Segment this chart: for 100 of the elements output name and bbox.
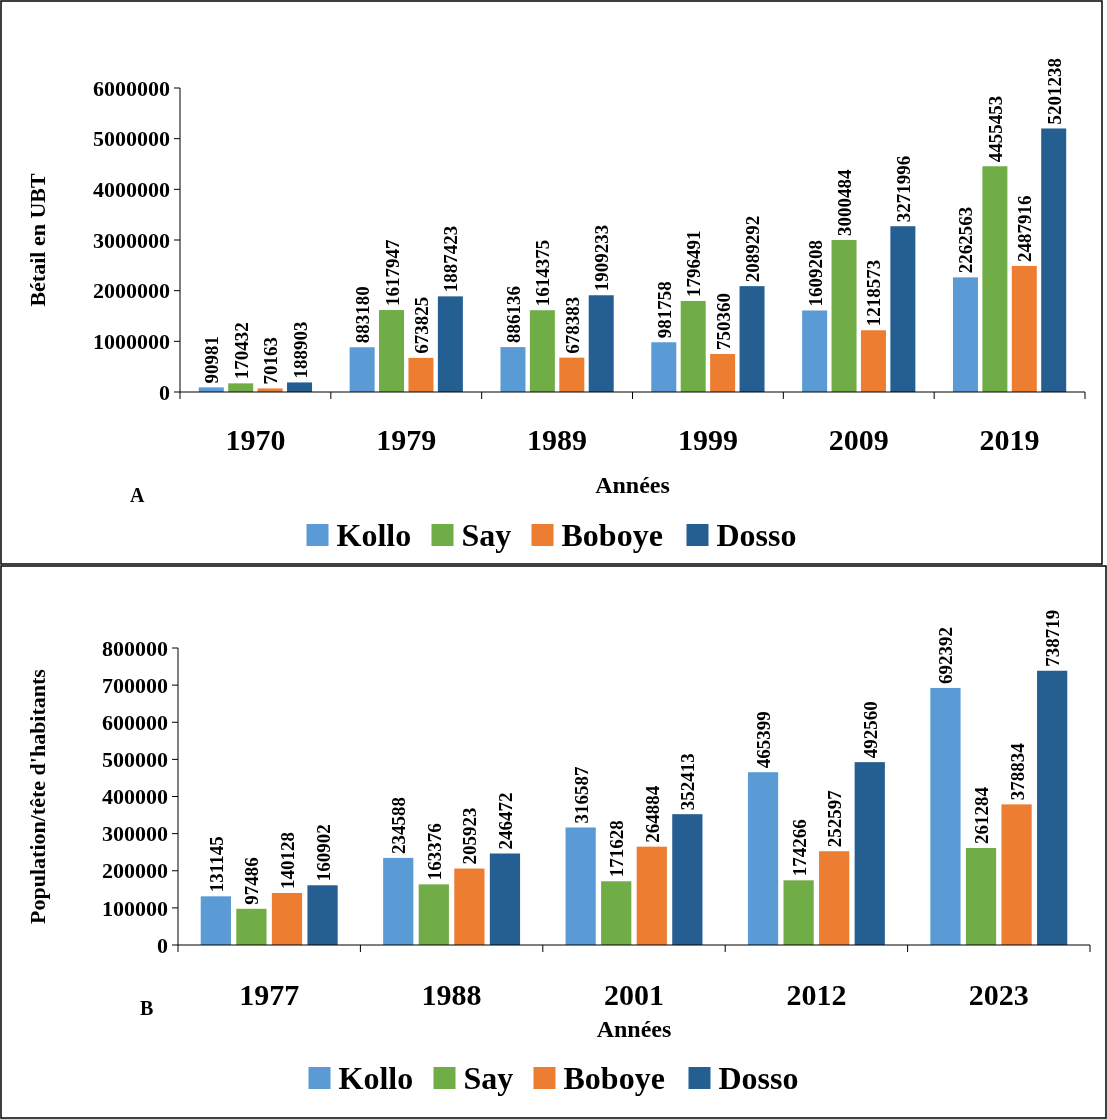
data-label: 1796491 — [683, 230, 705, 297]
bar — [854, 762, 885, 945]
bar — [860, 330, 886, 392]
y-tick-label: 100000 — [102, 895, 168, 921]
y-tick-label: 1000000 — [93, 329, 170, 355]
y-tick-label: 800000 — [102, 635, 168, 661]
x-tick-label: 1979 — [376, 423, 437, 456]
x-tick-label: 2019 — [979, 423, 1040, 456]
y-tick-label: 2000000 — [93, 278, 170, 304]
data-label: 1614375 — [532, 239, 554, 307]
data-label: 2089292 — [742, 215, 764, 283]
y-tick-label: 200000 — [102, 858, 168, 884]
data-label: 750360 — [712, 292, 734, 350]
x-tick-label: 2009 — [828, 423, 889, 456]
bar — [349, 347, 375, 392]
data-label: 174266 — [788, 819, 810, 877]
x-tick-label: 2023 — [968, 978, 1029, 1011]
x-axis-title: Années — [596, 1016, 672, 1042]
data-label: 1609208 — [804, 239, 826, 307]
bar — [228, 383, 254, 392]
legend-label: Kollo — [338, 1060, 414, 1097]
data-label: 886136 — [502, 286, 524, 344]
legend-label: Dosso — [716, 517, 797, 554]
data-label: 492560 — [859, 701, 881, 759]
bar — [952, 277, 978, 392]
bar — [565, 827, 596, 945]
bar — [1001, 804, 1032, 945]
text: B — [140, 997, 154, 1019]
bar — [710, 353, 736, 392]
data-label: 883180 — [352, 286, 374, 344]
data-label: 1909233 — [591, 224, 613, 292]
bar — [200, 896, 231, 945]
x-tick-label: 1999 — [677, 423, 738, 456]
data-label: 70163 — [260, 336, 282, 385]
legend-label: Dosso — [718, 1060, 799, 1097]
data-label: 981758 — [653, 281, 675, 339]
legend-label: Kollo — [336, 517, 412, 554]
bar — [930, 687, 961, 945]
bar — [287, 382, 313, 392]
bar — [890, 226, 916, 392]
data-label: 264884 — [641, 785, 663, 843]
x-tick-label: 1970 — [225, 423, 286, 456]
y-tick-label: 300000 — [102, 821, 168, 847]
bar — [383, 857, 414, 945]
data-label: 171628 — [606, 820, 628, 878]
y-tick-label: 400000 — [102, 784, 168, 810]
data-label: 378834 — [1006, 742, 1028, 801]
data-label: 1218573 — [863, 259, 885, 327]
data-label: 246472 — [494, 792, 516, 850]
data-label: 678383 — [561, 296, 583, 354]
bar — [636, 846, 667, 945]
y-tick-label: 4000000 — [93, 177, 170, 203]
data-label: 3000484 — [834, 168, 856, 236]
bar — [454, 868, 485, 945]
y-axis-title: Population/tête d'habitants — [25, 668, 50, 924]
bar — [747, 772, 779, 945]
bar — [1041, 128, 1067, 392]
bar — [588, 295, 614, 392]
x-tick-label: 2001 — [604, 978, 664, 1011]
bar — [601, 881, 632, 945]
data-label: 1887423 — [440, 225, 462, 293]
bar — [1037, 670, 1068, 945]
bar — [307, 885, 338, 945]
data-label: 252597 — [824, 789, 846, 848]
data-label: 205923 — [459, 807, 481, 865]
bar — [680, 300, 706, 392]
bar — [236, 908, 267, 945]
bar — [271, 892, 303, 945]
text: A — [130, 484, 145, 506]
data-label: 2487916 — [1014, 195, 1036, 262]
y-tick-label: 500000 — [102, 747, 168, 773]
y-tick-label: 0 — [157, 932, 168, 958]
y-axis-title: Bétail en UBT — [25, 173, 50, 307]
bar — [819, 851, 850, 945]
data-label: 2262563 — [955, 206, 977, 274]
bar — [379, 310, 405, 392]
y-tick-label: 6000000 — [93, 75, 170, 101]
data-label: 160902 — [312, 824, 334, 882]
data-label: 97486 — [241, 857, 263, 905]
bar — [783, 880, 814, 945]
bar — [559, 357, 585, 392]
bar — [437, 296, 463, 392]
x-tick-label: 1977 — [239, 978, 300, 1011]
data-label: 234588 — [388, 796, 410, 854]
data-label: 90981 — [201, 335, 223, 384]
bar — [965, 848, 997, 945]
x-tick-label: 2012 — [786, 978, 847, 1011]
data-label: 131145 — [205, 836, 227, 893]
data-label: 163376 — [423, 823, 445, 881]
data-label: 188903 — [289, 321, 311, 379]
data-label: 140128 — [276, 831, 298, 889]
data-label: 352413 — [677, 753, 699, 811]
bar — [831, 239, 857, 392]
data-label: 5201238 — [1043, 57, 1065, 125]
bar — [529, 310, 555, 392]
y-tick-label: 600000 — [102, 709, 168, 735]
legend-label: Say — [461, 517, 512, 554]
data-label: 3271996 — [892, 155, 914, 223]
x-tick-label: 1988 — [421, 978, 482, 1011]
bar — [408, 357, 434, 392]
